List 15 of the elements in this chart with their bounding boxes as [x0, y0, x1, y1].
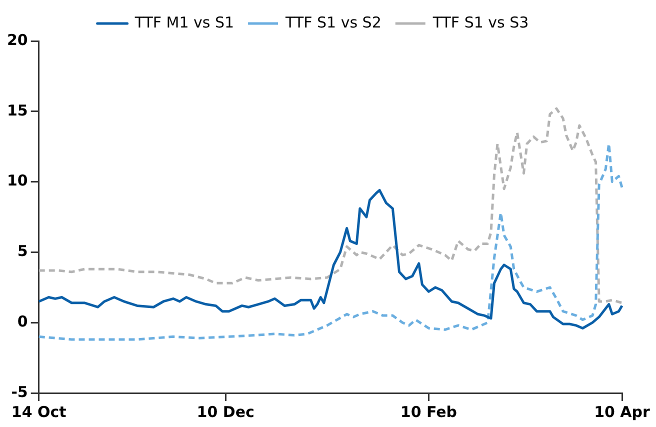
- y-tick-label: 15: [7, 101, 28, 120]
- line-series: [38, 107, 624, 304]
- legend-label: TTF M1 vs S1: [134, 13, 234, 32]
- x-tick-label: 10 Feb: [400, 402, 458, 421]
- line-series: [38, 142, 624, 341]
- y-tick-label: 0: [17, 312, 28, 330]
- legend-label: TTF S1 vs S3: [432, 13, 529, 32]
- x-tick-label: 10 Apr: [594, 402, 651, 421]
- x-tick-label: 14 Oct: [11, 402, 66, 421]
- y-tick-label: 20: [7, 30, 28, 49]
- y-tick-label: 5: [17, 242, 28, 260]
- x-tick-label: 10 Dec: [196, 402, 254, 421]
- y-tick-label: 10: [7, 172, 28, 190]
- legend-label: TTF S1 vs S2: [284, 13, 382, 32]
- y-tick-label: -5: [11, 382, 28, 401]
